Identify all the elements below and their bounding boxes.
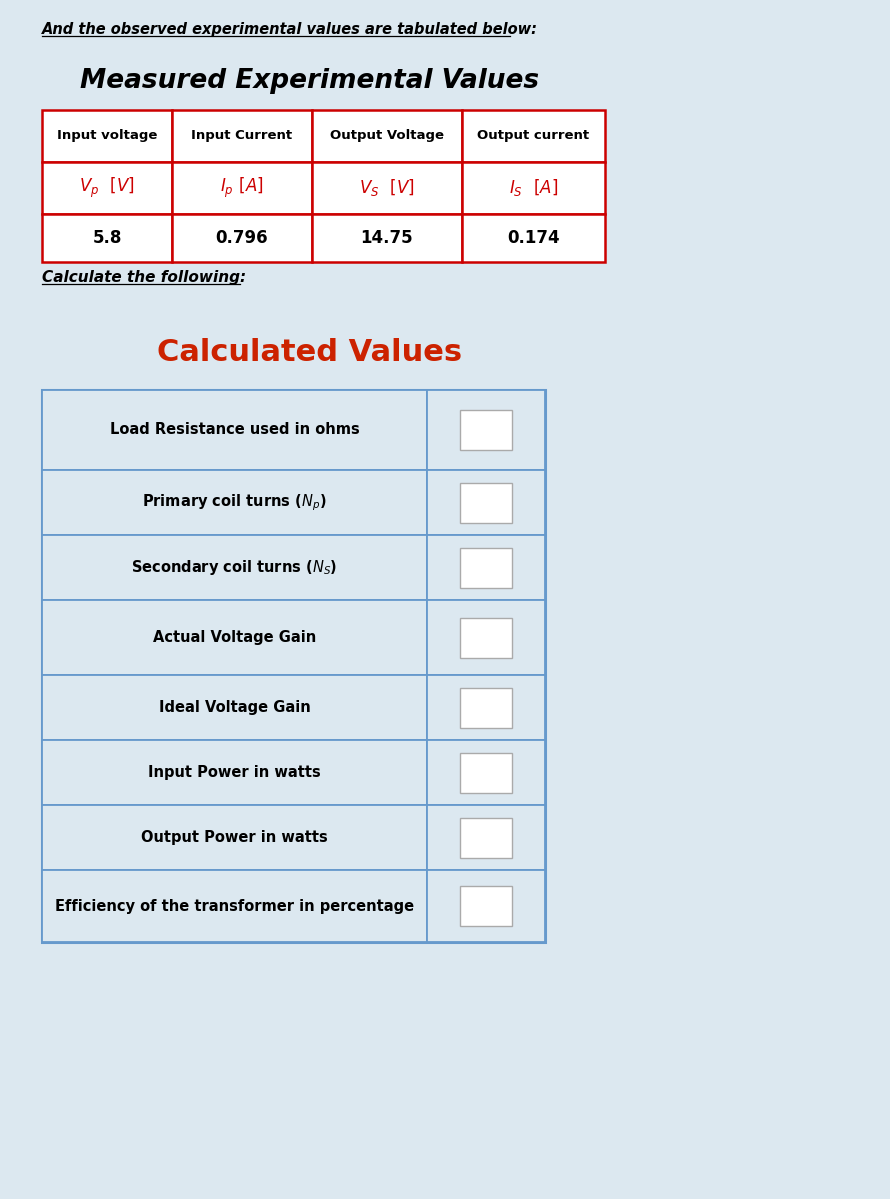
Bar	[427, 470, 545, 535]
Text: $I_p$ $[A]$: $I_p$ $[A]$	[220, 176, 263, 200]
Bar	[42, 390, 545, 942]
Bar	[460, 482, 512, 523]
Bar	[42, 675, 427, 740]
Bar	[460, 410, 512, 450]
Bar	[462, 213, 605, 263]
Text: 0.796: 0.796	[215, 229, 268, 247]
Bar	[42, 870, 427, 942]
Bar	[460, 753, 512, 793]
Text: Measured Experimental Values: Measured Experimental Values	[80, 68, 539, 94]
Text: 0.174: 0.174	[507, 229, 560, 247]
Text: Output Voltage: Output Voltage	[330, 129, 444, 143]
Bar	[427, 390, 545, 470]
Bar	[42, 600, 427, 675]
Bar	[42, 162, 172, 213]
Text: 14.75: 14.75	[360, 229, 413, 247]
Bar	[460, 548, 512, 588]
Bar	[427, 675, 545, 740]
Bar	[172, 110, 312, 162]
Bar	[312, 162, 462, 213]
Text: Actual Voltage Gain: Actual Voltage Gain	[153, 629, 316, 645]
Text: Output current: Output current	[477, 129, 589, 143]
Bar	[427, 740, 545, 805]
Bar	[460, 617, 512, 657]
Bar	[42, 390, 427, 470]
Bar	[312, 213, 462, 263]
Bar	[460, 886, 512, 926]
Text: Input voltage: Input voltage	[57, 129, 158, 143]
Bar	[42, 110, 172, 162]
Bar	[172, 162, 312, 213]
Bar	[462, 110, 605, 162]
Bar	[427, 805, 545, 870]
Bar	[427, 870, 545, 942]
Bar	[460, 818, 512, 857]
Text: 5.8: 5.8	[93, 229, 122, 247]
Text: $V_p$  $[V]$: $V_p$ $[V]$	[79, 176, 135, 200]
Text: Output Power in watts: Output Power in watts	[142, 830, 328, 845]
Bar	[172, 213, 312, 263]
Text: And the observed experimental values are tabulated below:: And the observed experimental values are…	[42, 22, 538, 37]
Text: Input Power in watts: Input Power in watts	[148, 765, 321, 781]
Text: Calculate the following:: Calculate the following:	[42, 270, 247, 285]
Text: Input Current: Input Current	[191, 129, 293, 143]
Text: Efficiency of the transformer in percentage: Efficiency of the transformer in percent…	[55, 898, 414, 914]
Text: Load Resistance used in ohms: Load Resistance used in ohms	[109, 422, 360, 438]
Text: $I_S$  $[A]$: $I_S$ $[A]$	[509, 177, 558, 199]
Bar	[462, 162, 605, 213]
Bar	[42, 535, 427, 600]
Text: Secondary coil turns ($N_S$): Secondary coil turns ($N_S$)	[132, 558, 337, 577]
Text: $V_S$  $[V]$: $V_S$ $[V]$	[359, 177, 415, 199]
Bar	[42, 805, 427, 870]
Text: Calculated Values: Calculated Values	[158, 338, 463, 367]
Bar	[427, 535, 545, 600]
Bar	[42, 213, 172, 263]
Bar	[427, 600, 545, 675]
Text: Ideal Voltage Gain: Ideal Voltage Gain	[158, 700, 311, 715]
Bar	[460, 687, 512, 728]
Bar	[42, 740, 427, 805]
Bar	[312, 110, 462, 162]
Text: Primary coil turns ($N_p$): Primary coil turns ($N_p$)	[142, 493, 327, 513]
Bar	[42, 470, 427, 535]
